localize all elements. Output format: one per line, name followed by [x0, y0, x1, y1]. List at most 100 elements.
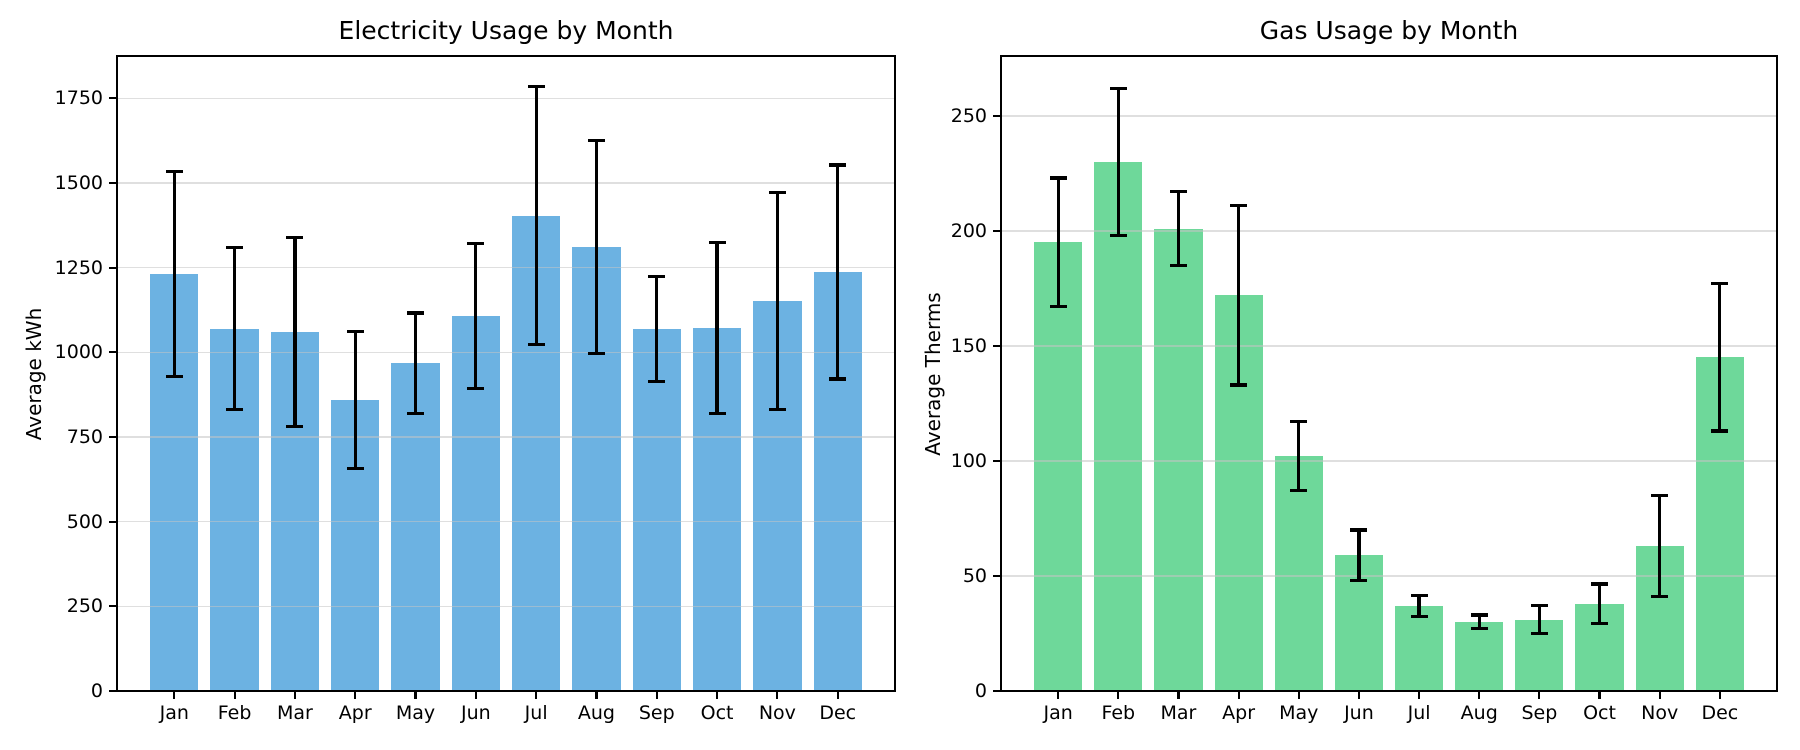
gas-error-bar [1357, 529, 1361, 581]
gas-x-tick [1177, 691, 1180, 699]
gas-y-tick [993, 459, 1001, 462]
gas-gridline [1001, 460, 1777, 462]
electricity-bar [632, 328, 681, 691]
gas-error-cap-bottom [1169, 263, 1187, 267]
electricity-x-tick [776, 691, 779, 699]
electricity-x-tick-label: Feb [217, 702, 252, 724]
electricity-error-cap-top [708, 240, 726, 244]
electricity-error-cap-bottom [708, 412, 726, 416]
electricity-error-cap-top [829, 163, 847, 167]
electricity-error-cap-bottom [527, 343, 545, 347]
electricity-y-axis-label: Average kWh [22, 307, 46, 441]
electricity-x-tick [233, 691, 236, 699]
electricity-error-cap-top [768, 190, 786, 195]
gas-y-tick-label: 250 [950, 104, 987, 127]
gas-error-bar [1116, 88, 1120, 236]
gas-error-bar [1597, 584, 1602, 624]
gas-gridline [1001, 575, 1777, 577]
electricity-y-tick [109, 689, 117, 693]
electricity-gridline [117, 351, 895, 354]
electricity-error-bar [474, 243, 478, 389]
electricity-x-tick-label: May [395, 702, 436, 724]
electricity-y-tick [109, 520, 117, 523]
gas-x-tick-label: Sep [1521, 702, 1558, 724]
electricity-x-tick [474, 691, 477, 699]
electricity-y-tick-label: 0 [90, 680, 103, 702]
gas-error-cap-bottom [1049, 305, 1067, 309]
gas-error-cap-top [1711, 282, 1729, 286]
electricity-y-tick-label: 250 [66, 595, 103, 618]
electricity-error-cap-top [527, 84, 545, 88]
electricity-error-cap-bottom [407, 411, 425, 415]
electricity-x-tick [414, 691, 417, 699]
gas-error-cap-bottom [1591, 621, 1609, 625]
electricity-x-tick-label: Apr [338, 702, 372, 724]
gas-x-tick-label: Apr [1222, 702, 1256, 724]
gas-x-tick-label: Mar [1160, 702, 1197, 724]
gas-error-bar [1176, 191, 1181, 266]
gas-error-bar [1056, 177, 1060, 307]
gas-error-cap-top [1290, 420, 1308, 424]
electricity-gridline [117, 520, 895, 523]
gas-error-cap-bottom [1651, 595, 1669, 599]
electricity-y-tick-label: 750 [66, 426, 103, 448]
gas-x-tick [1658, 691, 1661, 699]
gas-gridline [1001, 230, 1777, 232]
gas-x-tick-label: Jun [1344, 702, 1374, 724]
gas-x-tick-label: May [1279, 702, 1319, 724]
electricity-error-cap-top [165, 169, 183, 173]
electricity-x-tick-label: Jan [159, 702, 189, 724]
gas-error-bar [1297, 421, 1301, 491]
electricity-x-tick-label: Oct [700, 702, 734, 724]
gas-x-tick-label: Nov [1641, 702, 1679, 724]
gas-y-tick [993, 114, 1001, 117]
gas-error-cap-top [1410, 593, 1428, 598]
electricity-error-bar [775, 192, 779, 410]
gas-error-cap-bottom [1350, 578, 1368, 583]
electricity-error-bar [413, 313, 418, 414]
gas-x-tick-label: Feb [1101, 702, 1136, 724]
electricity-x-tick-label: Dec [819, 702, 857, 724]
electricity-error-cap-bottom [226, 407, 244, 412]
electricity-x-tick-label: Mar [276, 702, 313, 724]
electricity-error-bar [293, 237, 297, 427]
gas-y-tick-label: 100 [950, 449, 987, 472]
gas-error-cap-bottom [1290, 489, 1308, 493]
electricity-error-cap-bottom [648, 379, 666, 384]
gas-error-cap-bottom [1711, 429, 1729, 433]
electricity-y-tick [109, 97, 117, 100]
gas-x-tick [1117, 691, 1120, 699]
electricity-error-bar [534, 86, 538, 345]
gas-y-tick-label: 50 [962, 564, 987, 587]
electricity-y-tick-label: 1000 [54, 341, 103, 364]
gas-gridline [1001, 115, 1777, 117]
gas-error-bar [1477, 615, 1481, 629]
electricity-x-tick [293, 691, 296, 699]
electricity-x-tick-label: Nov [758, 702, 796, 724]
electricity-x-tick [836, 691, 839, 699]
electricity-y-tick [109, 605, 117, 608]
gas-y-tick-label: 0 [974, 680, 987, 702]
gas-error-cap-bottom [1530, 631, 1548, 636]
electricity-error-bar [655, 276, 659, 382]
gas-y-tick-label: 150 [950, 334, 987, 357]
gas-x-tick [1478, 691, 1481, 699]
gas-error-bar [1417, 595, 1421, 617]
electricity-gridline [117, 605, 895, 608]
gas-y-tick [993, 574, 1001, 578]
electricity-error-bar [233, 247, 237, 410]
gas-x-tick [1538, 691, 1541, 699]
gas-x-tick [1598, 691, 1601, 699]
electricity-error-cap-bottom [467, 387, 485, 391]
electricity-chart-title: Electricity Usage by Month [338, 16, 674, 45]
gas-error-cap-top [1169, 190, 1187, 194]
gas-error-bar [1718, 283, 1722, 431]
electricity-error-bar [715, 242, 719, 414]
electricity-error-cap-top [226, 246, 244, 250]
electricity-error-bar [836, 165, 840, 380]
electricity-error-cap-top [286, 235, 304, 239]
electricity-x-tick [655, 691, 658, 699]
gas-error-bar [1537, 605, 1541, 634]
gas-error-cap-bottom [1470, 627, 1488, 631]
